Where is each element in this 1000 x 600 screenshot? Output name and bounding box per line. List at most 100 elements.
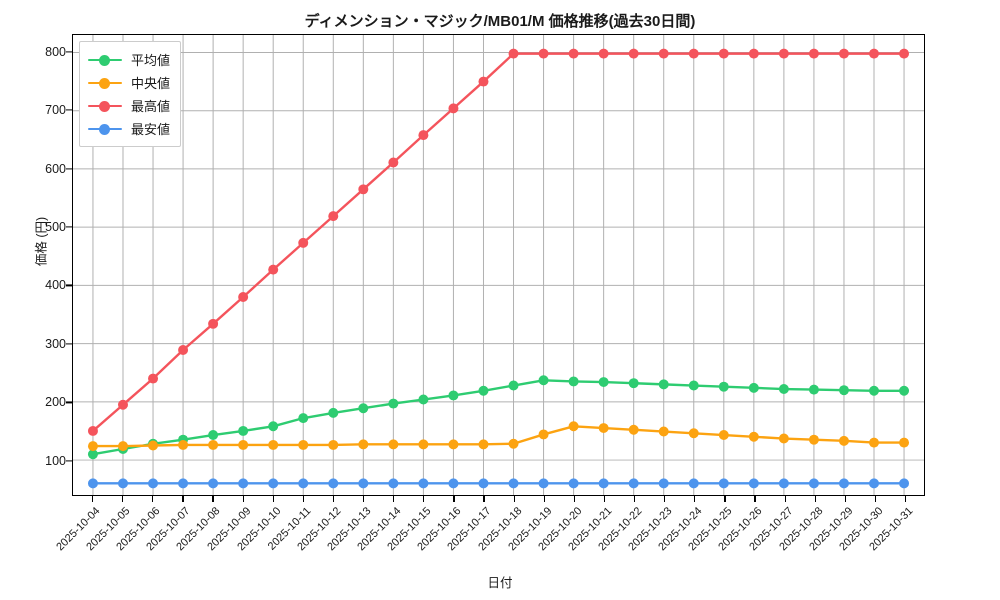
y-axis-ticks: 100 200 300 400 500 600 700 800 bbox=[18, 34, 72, 496]
data-point bbox=[388, 478, 399, 489]
data-point bbox=[508, 438, 519, 449]
data-point bbox=[418, 439, 429, 450]
x-tick-mark bbox=[92, 496, 94, 502]
data-point bbox=[508, 478, 519, 489]
y-tick-mark bbox=[66, 401, 72, 404]
x-tick-mark bbox=[844, 496, 846, 502]
data-point bbox=[448, 103, 459, 114]
data-point bbox=[388, 398, 399, 409]
data-point bbox=[328, 439, 339, 450]
data-point bbox=[358, 478, 369, 489]
data-point bbox=[718, 381, 729, 392]
data-point bbox=[568, 48, 579, 59]
data-point bbox=[238, 478, 249, 489]
data-point bbox=[178, 478, 189, 489]
x-tick-mark bbox=[302, 496, 304, 502]
data-point bbox=[208, 318, 219, 329]
x-tick-mark bbox=[874, 496, 877, 502]
series-lines bbox=[87, 48, 910, 489]
data-point bbox=[869, 478, 879, 489]
data-point bbox=[87, 441, 98, 452]
data-point bbox=[538, 429, 549, 440]
data-point bbox=[688, 380, 699, 391]
data-point bbox=[688, 428, 699, 439]
data-point bbox=[418, 478, 429, 489]
x-tick-mark bbox=[603, 496, 606, 502]
legend-label: 最高値 bbox=[131, 99, 171, 114]
x-tick-mark bbox=[363, 496, 365, 502]
data-point bbox=[358, 184, 369, 195]
data-point bbox=[598, 478, 609, 489]
data-point bbox=[238, 425, 249, 436]
y-tick-mark bbox=[66, 50, 72, 53]
x-tick-mark bbox=[905, 496, 907, 502]
data-point bbox=[448, 478, 459, 489]
y-tick-mark bbox=[66, 284, 72, 287]
legend-label: 中央値 bbox=[131, 76, 171, 91]
data-point bbox=[748, 48, 759, 59]
legend-item-0[interactable]: 平均値 bbox=[88, 48, 170, 71]
y-tick-mark bbox=[66, 343, 72, 345]
x-tick-mark bbox=[212, 496, 214, 502]
data-point bbox=[899, 437, 910, 448]
y-tick-label: 700 bbox=[45, 103, 66, 118]
data-point bbox=[358, 403, 369, 414]
data-point bbox=[87, 478, 98, 489]
x-tick-mark bbox=[272, 496, 274, 502]
y-tick-label: 600 bbox=[45, 161, 66, 176]
x-tick-mark bbox=[814, 496, 816, 502]
data-point bbox=[418, 130, 429, 141]
data-point bbox=[899, 385, 910, 396]
data-point bbox=[838, 435, 849, 446]
x-tick-mark bbox=[122, 496, 124, 502]
data-point bbox=[478, 478, 489, 489]
x-tick-mark bbox=[543, 496, 545, 502]
data-point bbox=[178, 345, 189, 355]
y-tick-label: 200 bbox=[45, 395, 66, 410]
data-point bbox=[658, 426, 669, 437]
x-tick-mark bbox=[453, 496, 455, 502]
data-point bbox=[658, 48, 669, 59]
data-point bbox=[148, 440, 159, 451]
data-point bbox=[87, 425, 98, 436]
chart-legend: 平均値中央値最高値最安値 bbox=[79, 41, 182, 147]
data-point bbox=[568, 478, 579, 489]
y-tick-label: 300 bbox=[45, 336, 66, 351]
data-point bbox=[899, 478, 910, 489]
legend-item-2[interactable]: 最高値 bbox=[88, 94, 170, 117]
data-point bbox=[748, 382, 759, 393]
data-point bbox=[388, 157, 399, 168]
x-tick-mark bbox=[182, 496, 184, 502]
x-axis-label: 日付 bbox=[487, 576, 513, 590]
data-point bbox=[628, 478, 639, 489]
legend-item-3[interactable]: 最安値 bbox=[88, 117, 170, 140]
data-point bbox=[208, 478, 219, 489]
x-tick-mark bbox=[754, 496, 756, 502]
x-tick-mark bbox=[152, 496, 154, 502]
data-point bbox=[478, 76, 489, 87]
data-point bbox=[87, 449, 98, 460]
data-point bbox=[268, 264, 279, 275]
data-point bbox=[778, 48, 789, 59]
data-point bbox=[328, 211, 339, 222]
data-point bbox=[298, 439, 309, 450]
data-point bbox=[388, 439, 399, 450]
legend-label: 最安値 bbox=[131, 122, 171, 137]
data-point bbox=[899, 48, 910, 59]
x-tick-mark bbox=[393, 496, 395, 502]
data-point bbox=[268, 439, 279, 450]
y-tick-label: 500 bbox=[45, 219, 66, 234]
data-point bbox=[538, 48, 549, 59]
data-point bbox=[808, 478, 819, 489]
legend-item-1[interactable]: 中央値 bbox=[88, 71, 170, 94]
data-point bbox=[778, 433, 789, 444]
data-point bbox=[268, 478, 279, 489]
data-point bbox=[778, 384, 789, 394]
x-tick-mark bbox=[483, 496, 485, 502]
x-tick-mark bbox=[724, 496, 726, 502]
x-tick-mark bbox=[664, 496, 666, 502]
legend-label: 平均値 bbox=[131, 53, 171, 68]
data-point bbox=[688, 478, 699, 489]
data-point bbox=[208, 430, 219, 440]
